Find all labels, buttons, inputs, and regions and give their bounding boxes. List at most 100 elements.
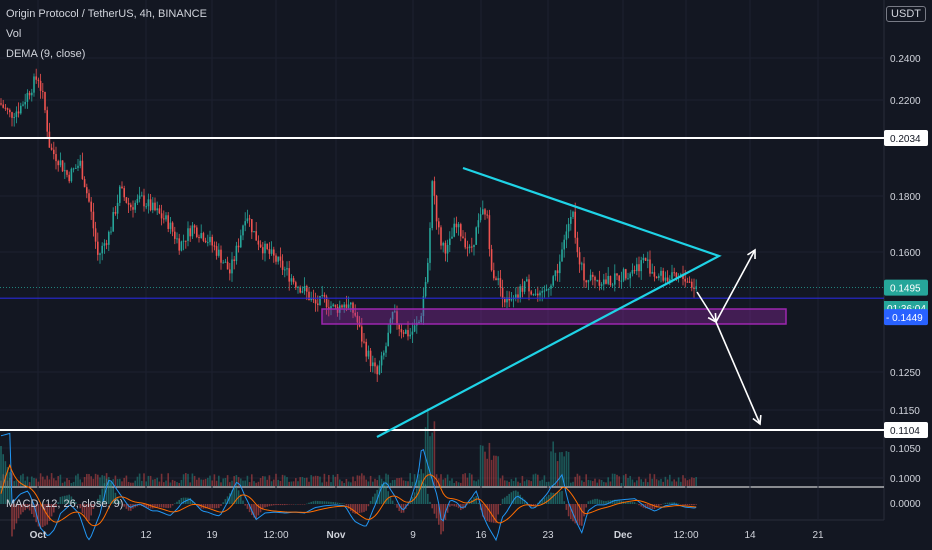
candle-body (424, 281, 427, 297)
macd-histogram-bar (435, 504, 438, 519)
candle-body (231, 259, 233, 274)
macd-histogram-bar (264, 504, 266, 508)
macd-histogram-bar (17, 504, 20, 519)
candle-body (44, 91, 46, 111)
volume-bar (479, 445, 482, 486)
candle-body (169, 222, 172, 229)
candle-body (673, 272, 675, 274)
candle-body (42, 90, 44, 92)
candle-body (295, 282, 297, 288)
volume-bar (433, 421, 436, 486)
candle-body (37, 79, 40, 81)
macd-histogram-bar (281, 504, 284, 506)
macd-histogram-bar (323, 501, 326, 504)
macd-histogram-bar (211, 504, 213, 509)
macd-histogram-bar (576, 504, 579, 525)
volume-bar (121, 481, 123, 486)
candle-body (290, 278, 293, 282)
volume-bar (475, 481, 477, 486)
macd-histogram-bar (273, 504, 275, 506)
volume-bar (24, 480, 26, 486)
macd-histogram-bar (163, 504, 165, 508)
volume-bar (158, 481, 161, 486)
macd-histogram-bar (394, 503, 396, 505)
volume-bar (147, 475, 150, 486)
volume-bar (583, 481, 585, 486)
candle-body (356, 315, 359, 323)
candle-body (167, 215, 169, 229)
volume-bar (141, 480, 143, 486)
volume-bar (429, 436, 431, 486)
volume-bar (409, 473, 411, 486)
macd-histogram-bar (528, 504, 530, 505)
x-tick-label: 14 (744, 530, 756, 541)
macd-histogram-bar (257, 504, 260, 516)
candle-body (308, 291, 310, 301)
volume-bar (75, 475, 77, 486)
candle-body (620, 280, 623, 282)
macd-histogram-bar (455, 504, 458, 507)
macd-histogram-bar (625, 501, 627, 504)
volume-bar (244, 480, 246, 486)
macd-pane (0, 432, 697, 542)
macd-histogram-bar (2, 454, 4, 504)
candle-body (541, 291, 543, 293)
candle-body (66, 170, 68, 175)
volume-bar (451, 478, 453, 486)
macd-histogram-bar (37, 504, 40, 527)
macd-histogram-bar (669, 502, 671, 504)
volume-bar (622, 475, 625, 486)
macd-histogram-bar (156, 504, 158, 508)
candle-body (154, 202, 156, 211)
currency-badge[interactable]: USDT (886, 6, 926, 22)
symbol-title[interactable]: Origin Protocol / TetherUS, 4h, BINANCE (6, 8, 207, 20)
volume-bar (152, 479, 154, 486)
x-tick-label: 19 (206, 530, 218, 541)
volume-bar (684, 478, 686, 486)
macd-histogram-bar (325, 501, 328, 504)
candle-body (616, 273, 618, 276)
candle-body (20, 105, 22, 114)
candle-body (517, 294, 519, 299)
volume-bar (334, 476, 337, 486)
candle-body (576, 237, 579, 253)
volume-bar (609, 481, 612, 486)
macd-histogram-bar (83, 504, 86, 518)
volume-bar (292, 481, 295, 486)
macd-histogram-bar (356, 504, 359, 514)
volume-bar (308, 481, 310, 486)
volume-bar (552, 441, 554, 486)
dema-indicator-label[interactable]: DEMA (9, close) (6, 48, 86, 60)
price-axis[interactable]: 0.2400 0.2200 0.1800 0.1600 0.1250 0.1150 0.10… (884, 54, 928, 510)
candle-body (176, 238, 178, 240)
volume-bar (466, 477, 469, 486)
macd-histogram-bar (6, 467, 9, 504)
x-tick-label: 9 (410, 530, 416, 541)
volume-bar (330, 482, 332, 486)
volume-bar (363, 475, 365, 486)
volume-bar (182, 474, 185, 486)
volume-bar (398, 478, 400, 486)
macd-histogram-bar (277, 504, 279, 506)
macd-indicator-label[interactable]: MACD (12, 26, close, 9) (6, 498, 124, 510)
vol-indicator-label[interactable]: Vol (6, 28, 22, 40)
macd-histogram-bar (614, 499, 616, 504)
macd-histogram-bar (0, 446, 2, 504)
volume-bar (37, 481, 40, 486)
macd-histogram-bar (682, 504, 684, 505)
macd-histogram-bar (378, 486, 381, 504)
scenario-arrow-line (715, 249, 756, 323)
volume-bar (345, 478, 348, 486)
candle-body (550, 285, 552, 289)
macd-histogram-bar (336, 502, 339, 504)
candle-body (204, 240, 207, 243)
macd-histogram-bar (563, 501, 565, 504)
macd-histogram-bar (354, 504, 356, 514)
volume-bar (548, 481, 550, 486)
time-axis[interactable]: Oct 12 19 12:00 Nov 9 16 23 Dec 12:00 14 21 (30, 530, 824, 541)
candle-body (561, 249, 563, 262)
candle-body (583, 263, 585, 281)
candle-body (26, 92, 29, 102)
volume-bar (658, 480, 660, 486)
